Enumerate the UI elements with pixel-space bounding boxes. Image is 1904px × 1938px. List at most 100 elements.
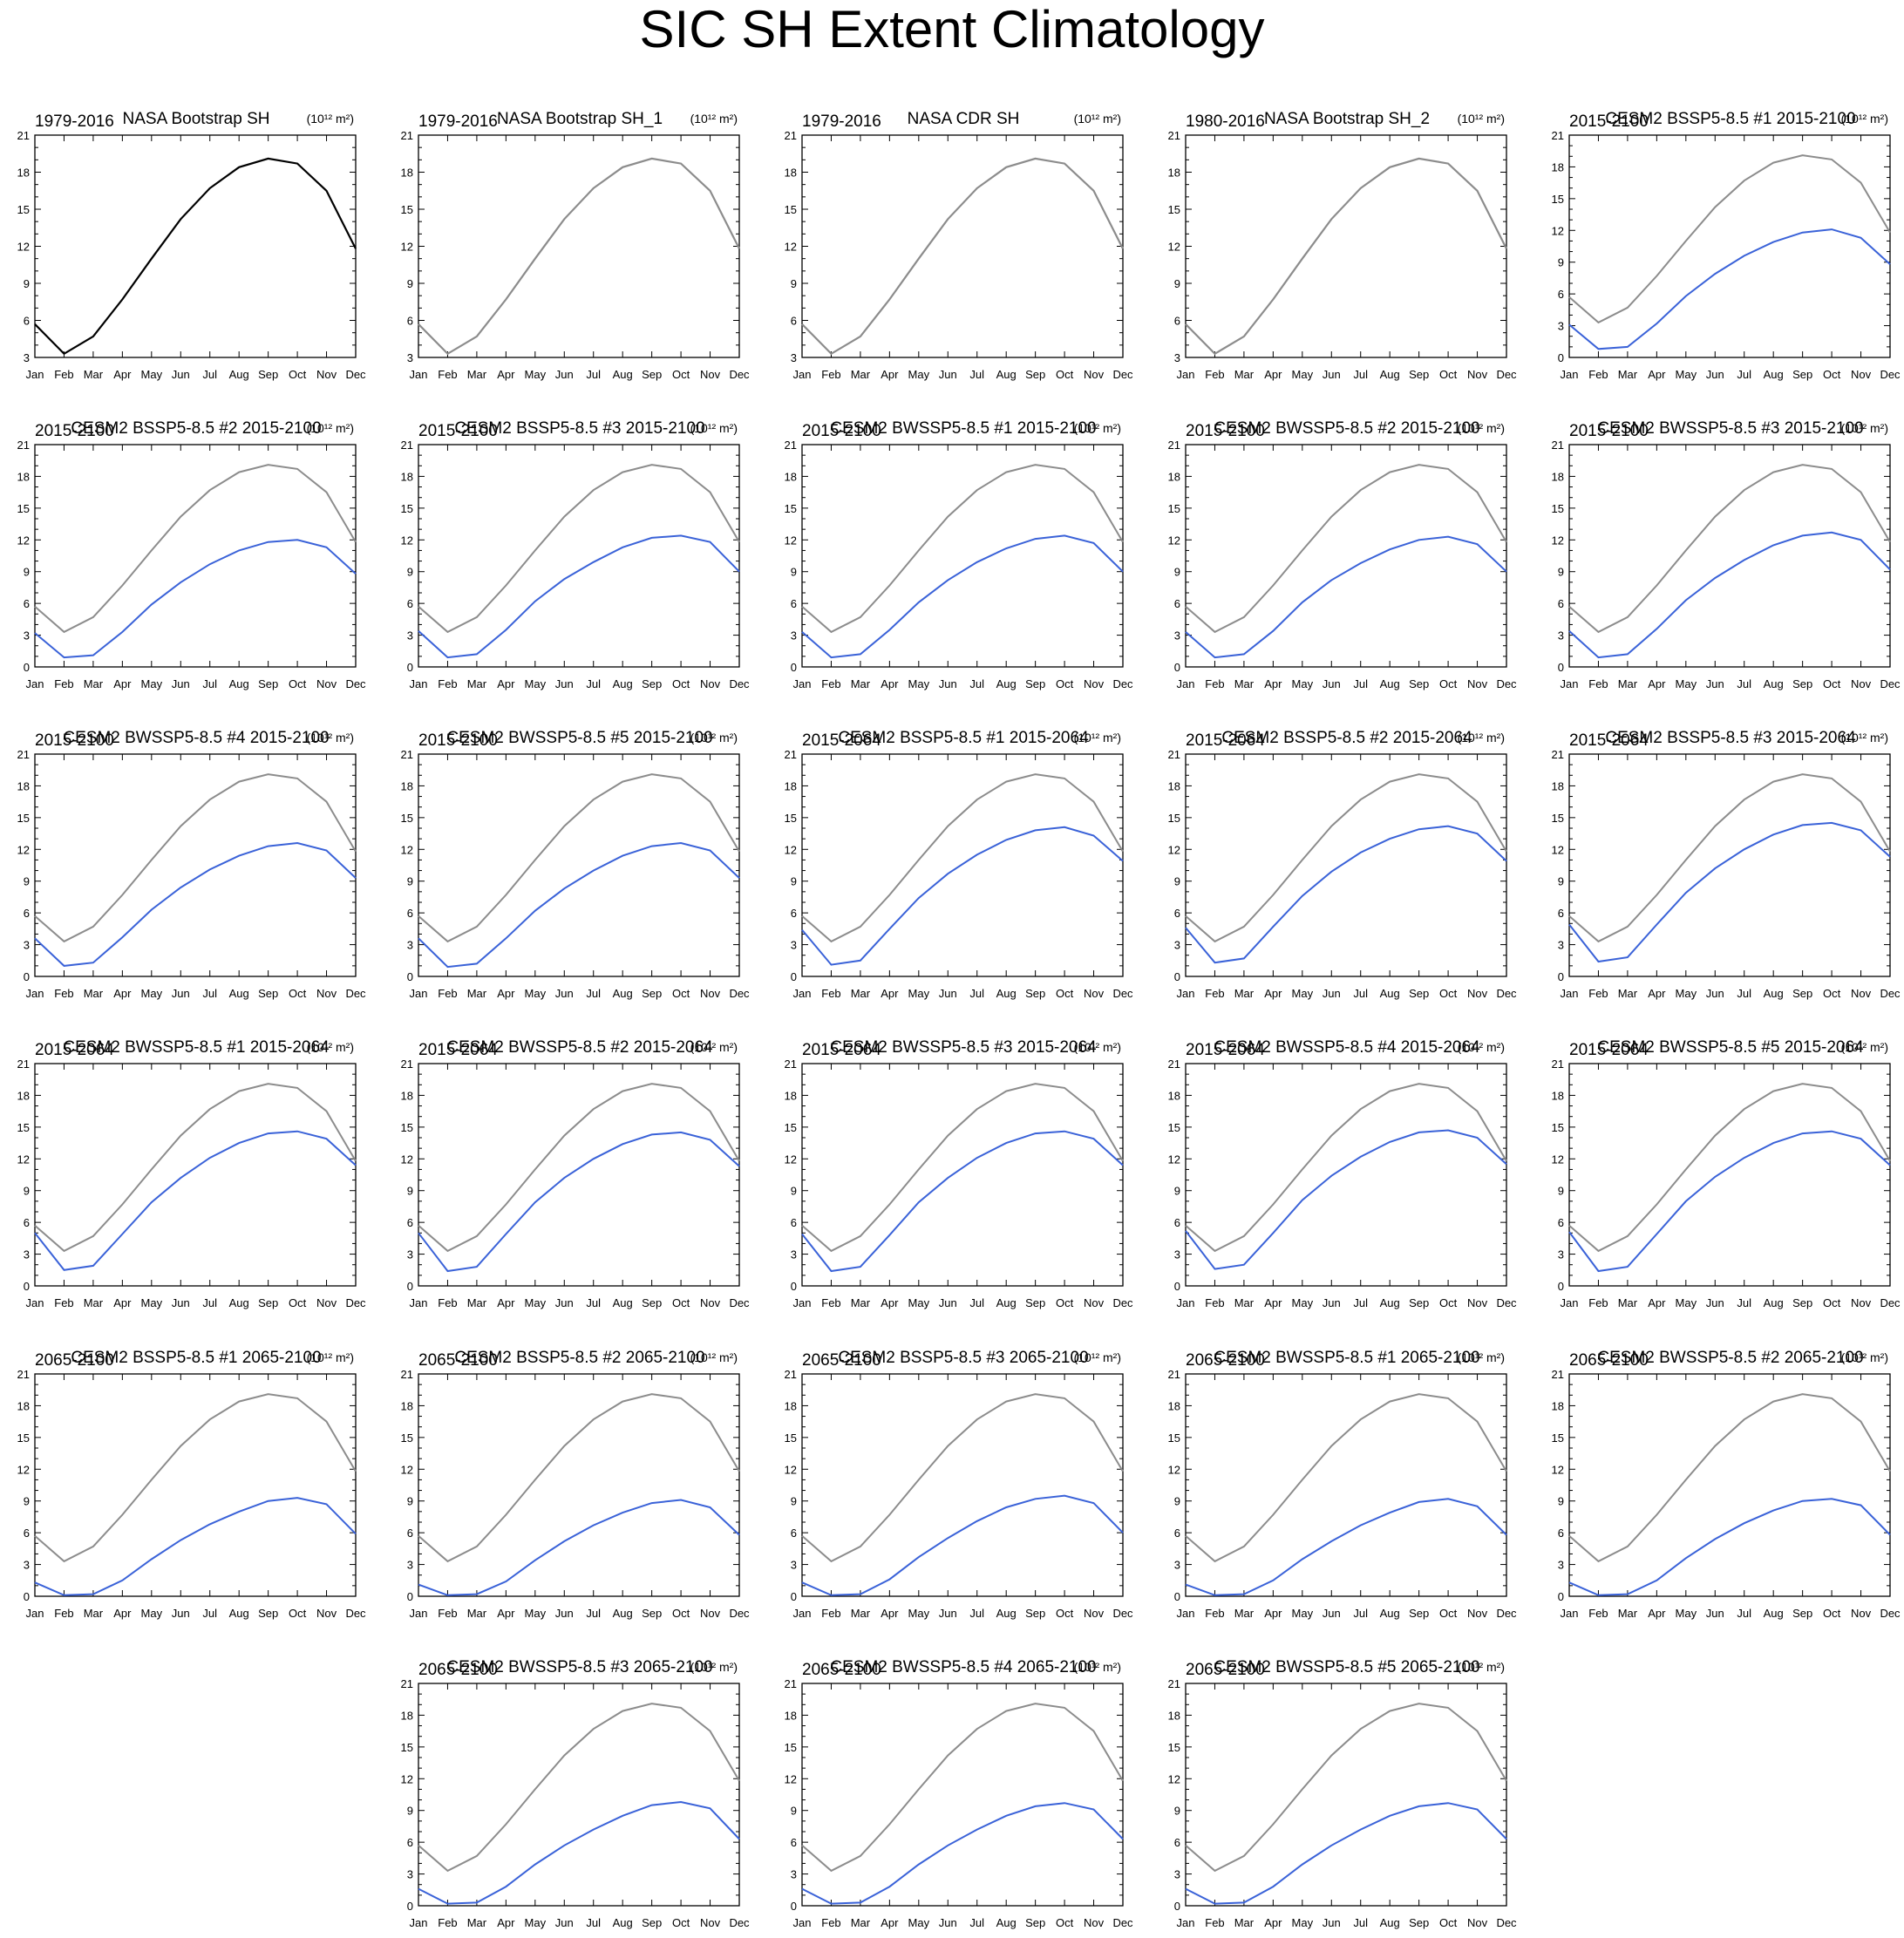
x-tick-label: Jun [939, 1296, 957, 1309]
x-tick-label: Mar [467, 368, 487, 381]
y-tick-label: 0 [1174, 1280, 1180, 1293]
x-tick-label: May [1292, 677, 1314, 690]
reference-line [1185, 1083, 1507, 1253]
y-tick-label: 21 [401, 1368, 413, 1381]
x-tick-label: Apr [113, 987, 132, 1000]
plot-frame [801, 1063, 1124, 1287]
panel-10: 0 3 6 9 12 15 18 21 Jan Feb Mar Apr May Jun Jul Aug Sep O… [1552, 419, 1901, 690]
y-tick-label: 21 [17, 1368, 30, 1381]
x-tick-label: Apr [1648, 1607, 1666, 1620]
x-tick-label: Sep [1025, 368, 1045, 381]
y-tick-label: 12 [1168, 241, 1180, 254]
y-tick-label: 15 [1168, 812, 1180, 825]
x-tick-label: Dec [1496, 987, 1517, 1000]
y-tick-label: 21 [1168, 439, 1180, 452]
x-tick-label: Nov [316, 368, 337, 381]
x-tick-label: Jun [1706, 1296, 1724, 1309]
y-tick-label: 15 [17, 812, 30, 825]
x-tick-label: Mar [467, 677, 487, 690]
panel-left-label: 2015-2064 [1569, 731, 1649, 750]
x-tick-label: Jan [26, 1607, 44, 1620]
x-tick-label: Sep [642, 677, 662, 690]
y-tick-label: 3 [1174, 351, 1180, 364]
y-tick-label: 21 [785, 1368, 797, 1381]
y-tick-label: 15 [1552, 193, 1564, 206]
y-tick-label: 0 [1558, 1590, 1564, 1603]
y-tick-label: 18 [1552, 1399, 1564, 1412]
y-tick-label: 15 [401, 812, 413, 825]
x-tick-label: Apr [1648, 1296, 1666, 1309]
panel-left-label: 2015-2100 [418, 422, 498, 440]
y-tick-label: 21 [401, 748, 413, 761]
model-line [418, 1499, 740, 1596]
reference-line [418, 157, 740, 356]
reference-line [418, 464, 740, 634]
x-tick-label: Dec [1496, 1916, 1517, 1929]
x-tick-label: Jul [1737, 368, 1751, 381]
y-tick-label: 6 [791, 907, 797, 920]
y-tick-label: 9 [1174, 1495, 1180, 1508]
panel-units-label: (10¹² m²) [690, 731, 738, 745]
y-tick-label: 0 [1174, 661, 1180, 674]
x-tick-label: Jul [1737, 1296, 1751, 1309]
y-tick-label: 9 [791, 1185, 797, 1198]
x-tick-label: May [1292, 987, 1314, 1000]
y-tick-label: 3 [24, 939, 30, 952]
panel-15: 0 3 6 9 12 15 18 21 Jan Feb Mar Apr May Jun Jul Aug Sep O… [1552, 729, 1901, 1000]
x-tick-label: Jan [1177, 677, 1195, 690]
x-tick-label: Dec [729, 368, 750, 381]
model-line [801, 1802, 1124, 1905]
model-line [1185, 1802, 1507, 1905]
x-tick-label: Apr [881, 677, 899, 690]
x-tick-label: Oct [672, 368, 690, 381]
y-tick-label: 9 [1174, 875, 1180, 888]
x-tick-label: Jun [939, 987, 957, 1000]
plot-frame [801, 1683, 1124, 1907]
x-tick-label: Jan [793, 368, 812, 381]
x-tick-label: Sep [1792, 987, 1812, 1000]
panel-left-label: 2065-2100 [802, 1661, 881, 1679]
y-tick-label: 21 [1168, 1368, 1180, 1381]
x-tick-label: Dec [1112, 1916, 1133, 1929]
y-tick-label: 3 [791, 1868, 797, 1881]
x-tick-label: May [1292, 1296, 1314, 1309]
x-tick-label: Oct [672, 1296, 690, 1309]
x-tick-label: Oct [1439, 677, 1458, 690]
y-tick-label: 0 [1174, 1900, 1180, 1913]
y-tick-label: 3 [407, 1559, 413, 1572]
x-tick-label: Nov [700, 368, 721, 381]
y-tick-label: 21 [1168, 1677, 1180, 1690]
y-tick-label: 9 [1558, 566, 1564, 579]
x-tick-label: May [1292, 1607, 1314, 1620]
x-tick-label: May [525, 1296, 547, 1309]
x-tick-label: Jan [410, 1296, 428, 1309]
y-tick-label: 15 [785, 812, 797, 825]
plot-frame [1185, 1063, 1507, 1287]
panel-left-label: 2015-2100 [802, 422, 881, 440]
x-tick-label: Jan [1561, 1607, 1579, 1620]
y-tick-label: 6 [1558, 597, 1564, 610]
reference-line [418, 1393, 740, 1563]
y-tick-label: 21 [1552, 1057, 1564, 1071]
y-tick-label: 0 [1174, 1590, 1180, 1603]
x-tick-label: Jun [939, 677, 957, 690]
x-tick-label: Jul [202, 1296, 217, 1309]
y-tick-label: 21 [17, 439, 30, 452]
x-tick-label: Feb [821, 987, 840, 1000]
reference-line [34, 1083, 357, 1253]
x-tick-label: Jul [969, 1296, 984, 1309]
y-tick-label: 9 [24, 566, 30, 579]
x-tick-label: Oct [672, 987, 690, 1000]
panel-title: CESM2 BWSSP5-8.5 #4 2015-2100 [63, 729, 329, 747]
x-tick-label: Jan [26, 1296, 44, 1309]
panel-14: 0 3 6 9 12 15 18 21 Jan Feb Mar Apr May Jun Jul Aug Sep O… [1168, 729, 1518, 1000]
x-tick-label: Mar [1234, 368, 1255, 381]
y-tick-label: 3 [1558, 320, 1564, 333]
plot-frame [418, 1373, 740, 1597]
y-tick-label: 12 [17, 843, 30, 856]
x-tick-label: Jun [1323, 987, 1341, 1000]
x-tick-label: Nov [700, 987, 721, 1000]
x-tick-label: Apr [1648, 987, 1666, 1000]
plot-frame [801, 134, 1124, 358]
panel-9: 0 3 6 9 12 15 18 21 Jan Feb Mar Apr May Jun Jul Aug Sep O… [1168, 419, 1518, 690]
